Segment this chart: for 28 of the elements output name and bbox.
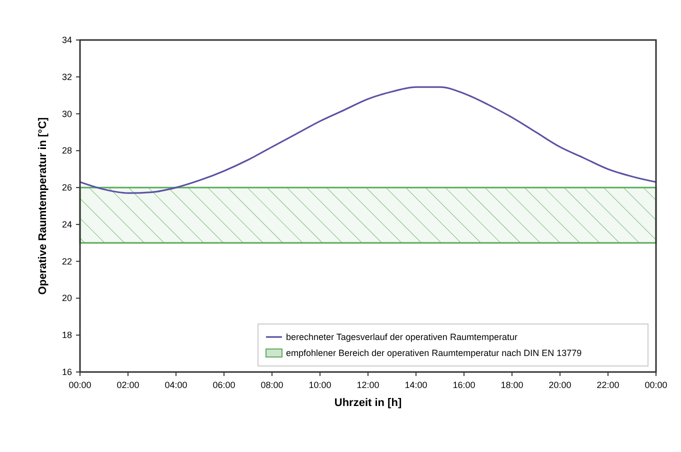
- x-tick-label: 06:00: [212, 380, 236, 390]
- x-tick-label: 00:00: [644, 380, 668, 390]
- y-tick-label: 26: [62, 182, 72, 193]
- y-tick-label: 30: [62, 108, 72, 119]
- x-tick-label: 08:00: [260, 380, 284, 390]
- y-tick-label: 34: [62, 35, 72, 45]
- y-tick-label: 32: [62, 72, 72, 82]
- y-tick-label: 20: [62, 293, 72, 304]
- x-tick-label: 10:00: [308, 380, 332, 390]
- x-tick-label: 12:00: [356, 380, 380, 390]
- x-tick-label: 14:00: [404, 380, 428, 390]
- x-tick-label: 22:00: [596, 380, 620, 390]
- y-tick-label: 24: [62, 219, 72, 230]
- x-tick-label: 00:00: [68, 380, 92, 390]
- y-axis-title: Operative Raumtemperatur in [°C]: [37, 116, 49, 295]
- y-tick-label: 22: [62, 256, 72, 266]
- x-tick-label: 20:00: [548, 380, 572, 390]
- y-tick-label: 16: [62, 367, 72, 377]
- x-tick-label: 04:00: [164, 380, 188, 390]
- legend-label: berechneter Tagesverlauf der operativen Raumtemperatur: [286, 332, 518, 342]
- x-tick-label: 02:00: [116, 380, 140, 390]
- legend-label: empfohlener Bereich der operativen Raumtemperatur nach DIN EN 13779: [286, 348, 582, 358]
- y-tick-label: 28: [62, 146, 72, 156]
- x-tick-label: 16:00: [452, 380, 476, 390]
- y-tick-label: 18: [62, 330, 72, 340]
- x-tick-label: 18:00: [500, 380, 524, 390]
- x-axis-title: Uhrzeit in [h]: [334, 397, 402, 409]
- line-series: [79, 86, 657, 194]
